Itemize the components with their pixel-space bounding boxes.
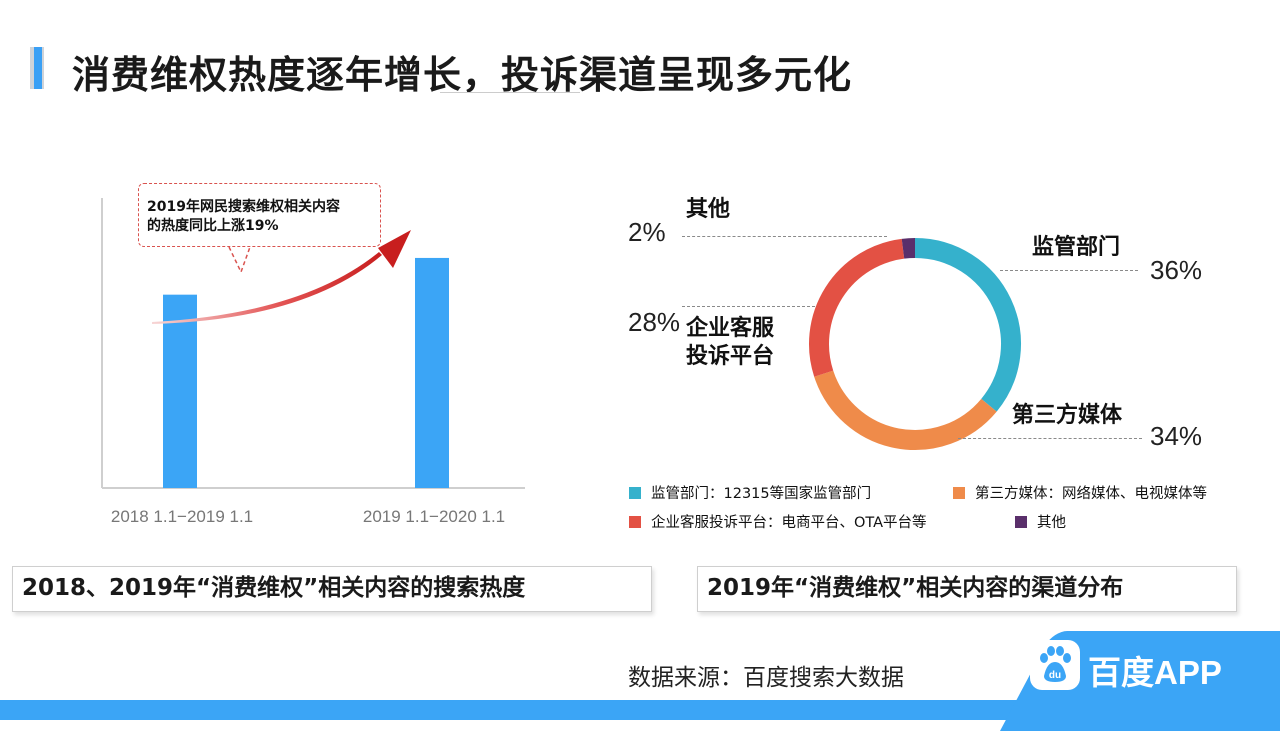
label-enterprise-2: 投诉平台 [686, 344, 775, 369]
donut-segment-third-party [814, 370, 997, 450]
legend-swatch-other [1015, 515, 1027, 528]
legend-third-party: 第三方媒体：网络媒体、电视媒体等 [953, 482, 1207, 503]
growth-arrowhead [378, 230, 411, 268]
title-divider [440, 92, 580, 93]
legend-text-enterprise: 企业客服投诉平台：电商平台、OTA平台等 [651, 515, 927, 531]
donut-segment-regulator [914, 238, 1021, 412]
callout-line-1: 2019年网民搜索维权相关内容 [147, 199, 340, 215]
leader-regulator [1000, 270, 1138, 271]
label-other: 其他 [686, 197, 731, 222]
legend-text-regulator: 监管部门：12315等国家监管部门 [651, 486, 872, 502]
growth-arrow [152, 252, 382, 324]
data-source: 数据来源：百度搜索大数据 [628, 665, 904, 691]
pct-other: 2% [628, 217, 666, 247]
leader-third-party [958, 438, 1142, 439]
leader-enterprise [682, 306, 815, 307]
channel-donut-chart [809, 238, 1021, 450]
baidu-paw-icon: du [1030, 640, 1080, 690]
label-enterprise-1: 企业客服 [686, 316, 775, 341]
donut-segment-enterprise [809, 238, 905, 377]
paw-glyph-icon: du [1040, 646, 1071, 682]
pct-regulator: 36% [1150, 255, 1203, 285]
footer-bar [0, 700, 1280, 720]
x-tick-label-2: 2019 1.1−2020 1.1 [363, 507, 505, 526]
leader-other [682, 236, 887, 237]
donut-segment-other [901, 238, 916, 259]
legend-swatch-third-party [953, 486, 965, 499]
legend-enterprise: 企业客服投诉平台：电商平台、OTA平台等 [629, 511, 927, 532]
page-title: 消费维权热度逐年增长，投诉渠道呈现多元化 [72, 53, 853, 97]
bar-1 [163, 294, 197, 488]
title-accent-mark-blue [34, 47, 42, 89]
brand-name: 百度APP [1088, 654, 1222, 691]
caption-channel-distribution: 2019年“消费维权”相关内容的渠道分布 [697, 566, 1237, 612]
pct-enterprise: 28% [628, 307, 681, 337]
growth-callout: 2019年网民搜索维权相关内容 的热度同比上涨19% [138, 183, 381, 247]
bar-2 [415, 257, 449, 488]
legend-swatch-regulator [629, 486, 641, 499]
label-regulator: 监管部门 [1032, 235, 1121, 260]
search-heat-bar-chart: 2018 1.1−2019 1.1 2019 1.1−2020 1.1 [101, 198, 525, 526]
x-tick-label-1: 2018 1.1−2019 1.1 [111, 507, 253, 526]
paw-du-text: du [1049, 670, 1061, 681]
legend-swatch-enterprise [629, 515, 641, 528]
callout-tail [228, 246, 251, 274]
label-third-party: 第三方媒体 [1012, 403, 1123, 428]
legend-text-other: 其他 [1037, 515, 1066, 531]
legend-regulator: 监管部门：12315等国家监管部门 [629, 482, 871, 503]
legend-other: 其他 [1015, 511, 1066, 532]
legend-text-third-party: 第三方媒体：网络媒体、电视媒体等 [975, 486, 1207, 502]
caption-search-heat: 2018、2019年“消费维权”相关内容的搜索热度 [12, 566, 652, 612]
callout-line-2: 的热度同比上涨19% [147, 218, 279, 234]
pct-third-party: 34% [1150, 421, 1203, 451]
